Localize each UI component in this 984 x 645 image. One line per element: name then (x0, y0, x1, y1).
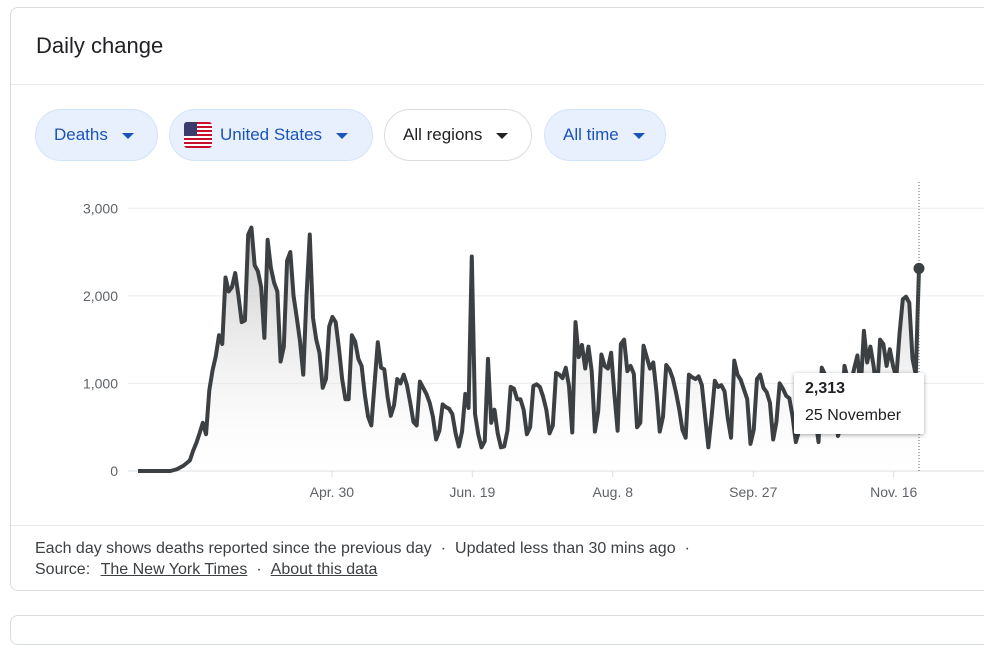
x-axis-ticks: Apr. 30 Jun. 19 Aug. 8 Sep. 27 Nov. 16 (310, 471, 918, 500)
chevron-down-icon (632, 132, 645, 139)
chevron-down-icon (121, 132, 134, 139)
metric-filter-label: Deaths (54, 125, 108, 144)
x-tick-label: Sep. 27 (729, 484, 777, 500)
country-filter-chip[interactable]: United States (169, 109, 373, 161)
y-tick-label: 0 (110, 463, 118, 479)
x-tick-label: Apr. 30 (310, 484, 355, 500)
footer-note: Each day shows deaths reported since the… (35, 540, 432, 557)
region-filter-chip[interactable]: All regions (384, 109, 532, 161)
chart-tooltip: 2,313 25 November (794, 373, 924, 434)
hover-point (913, 262, 925, 274)
about-data-link[interactable]: About this data (270, 561, 378, 578)
y-axis-ticks: 0 1,000 2,000 3,000 (83, 200, 118, 479)
x-tick-label: Aug. 8 (593, 484, 634, 500)
chevron-down-icon (496, 132, 509, 139)
footer-updated: Updated less than 30 mins ago (455, 540, 676, 557)
y-tick-label: 1,000 (83, 375, 118, 391)
daily-change-card: Daily change Deaths United States All re… (10, 7, 984, 591)
series-line (138, 225, 921, 473)
next-card (10, 615, 984, 645)
source-label: Source: (35, 561, 91, 578)
region-filter-label: All regions (403, 125, 483, 144)
footer-divider (11, 525, 984, 526)
tooltip-date: 25 November (805, 407, 902, 424)
chevron-down-icon (336, 132, 349, 139)
tooltip-value: 2,313 (805, 380, 846, 397)
daily-deaths-chart[interactable]: 0 1,000 2,000 3,000 Apr. 30 Jun. 19 Aug. 8 Sep… (0, 0, 984, 520)
footer-separator: · (440, 540, 447, 557)
x-tick-label: Jun. 19 (449, 484, 495, 500)
footer-separator: · (684, 540, 690, 557)
time-filter-label: All time (563, 125, 619, 144)
x-tick-label: Nov. 16 (870, 484, 917, 500)
footer-description: Each day shows deaths reported since the… (35, 540, 699, 558)
time-filter-chip[interactable]: All time (544, 109, 666, 161)
series-area (138, 227, 919, 471)
country-filter-label: United States (220, 125, 323, 144)
source-link[interactable]: The New York Times (100, 561, 248, 578)
footer-separator: · (256, 561, 262, 578)
y-tick-label: 3,000 (83, 200, 118, 216)
card-title: Daily change (36, 33, 164, 58)
metric-filter-chip[interactable]: Deaths (35, 109, 158, 161)
us-flag-icon (184, 122, 212, 148)
y-tick-label: 2,000 (83, 288, 118, 304)
title-divider (11, 84, 984, 85)
footer-source: Source: The New York Times · About this da… (35, 561, 377, 579)
